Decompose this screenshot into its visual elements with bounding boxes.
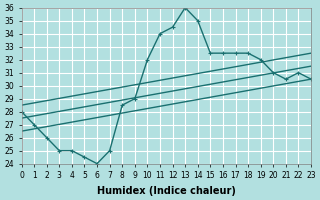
X-axis label: Humidex (Indice chaleur): Humidex (Indice chaleur)	[97, 186, 236, 196]
